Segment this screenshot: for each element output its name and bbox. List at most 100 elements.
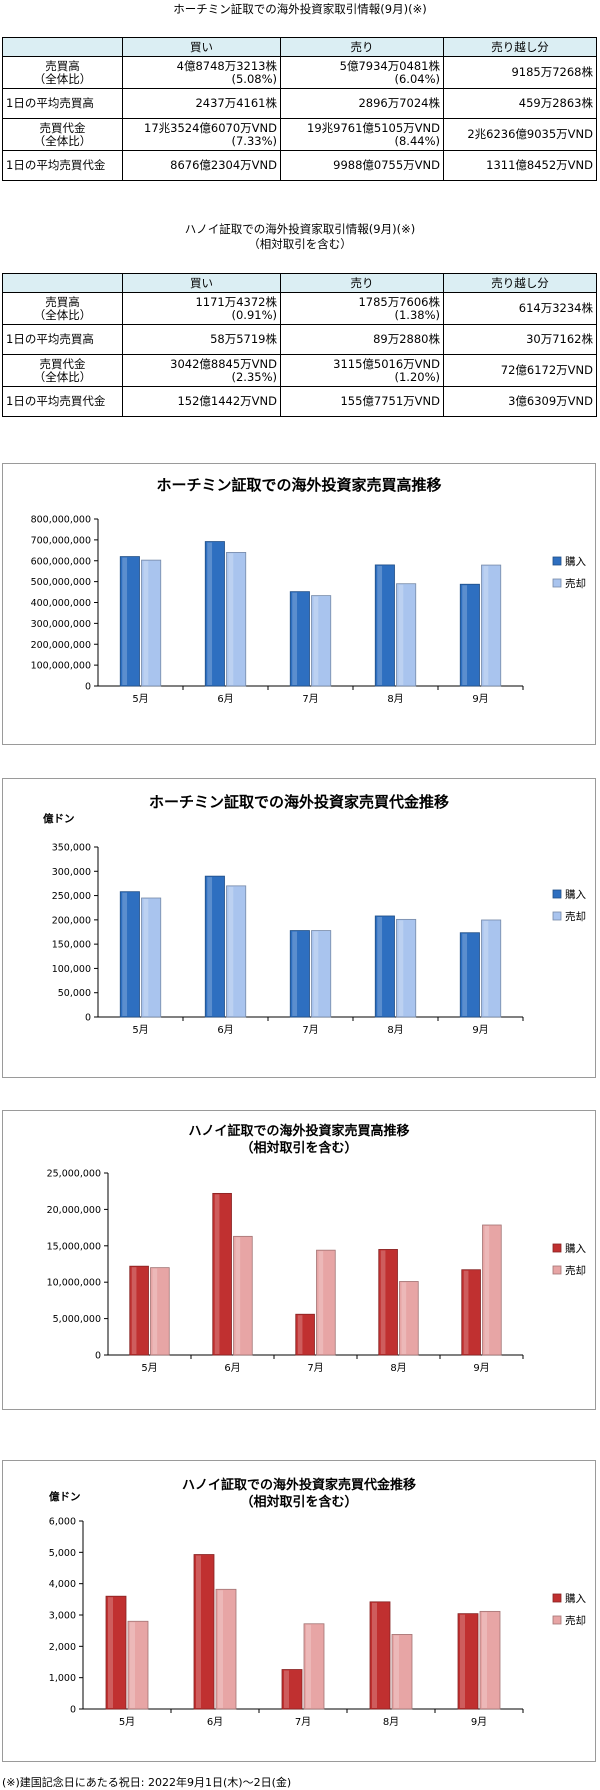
chart-plot: 0 1,000 2,000 3,000 4,000 5,000 6,000 5月 6月 7月 8月 9… xyxy=(49,1517,587,1729)
bar-highlight xyxy=(214,1194,220,1354)
net-cell: 459万2863株 xyxy=(443,88,597,119)
bar-highlight xyxy=(122,892,128,1016)
bar-buy xyxy=(119,891,140,1018)
bar-highlight xyxy=(372,1602,377,1708)
sell-cell: 19兆9761億5105万VND (8.44%) xyxy=(280,118,444,151)
legend-label: 売却 xyxy=(565,1264,586,1277)
x-tick-label: 7月 xyxy=(302,1024,318,1036)
bar-buy xyxy=(295,1313,315,1356)
bar-sell xyxy=(311,930,332,1018)
bar-buy xyxy=(378,1249,398,1356)
legend-swatch xyxy=(552,1243,562,1253)
x-tick-label: 9月 xyxy=(473,1362,489,1374)
hcm-trading-table: 買い 売り 売り越し分 売買高 （全体比） 4億8748万3213株 (5.08… xyxy=(2,37,597,181)
bar-sell xyxy=(226,885,247,1018)
bar-sell xyxy=(150,1267,170,1356)
header-cell xyxy=(2,273,123,293)
sell-cell: 89万2880株 xyxy=(280,324,444,355)
hcm-table-title: ホーチミン証取での海外投資家取引情報(9月)(※) xyxy=(173,2,427,16)
y-tick-label: 300,000,000 xyxy=(31,619,91,630)
y-unit-label: 億ドン xyxy=(49,1491,81,1503)
bar-highlight xyxy=(398,584,404,685)
row-label: 売買高 （全体比） xyxy=(2,292,123,325)
bar-sell xyxy=(141,559,162,687)
y-tick-label: 300,000 xyxy=(52,867,91,878)
row-label: 1日の平均売買高 xyxy=(2,324,123,355)
x-tick-label: 5月 xyxy=(132,1024,148,1036)
bar-sell xyxy=(311,595,332,687)
row-label: 1日の平均売買代金 xyxy=(2,150,123,181)
bar-buy xyxy=(459,932,480,1018)
legend-swatch xyxy=(552,1593,562,1603)
y-tick-label: 600,000,000 xyxy=(31,556,91,567)
buy-cell: 3042億8845万VND (2.35%) xyxy=(122,354,281,387)
y-tick-label: 0 xyxy=(85,1013,91,1024)
legend-label: 売却 xyxy=(565,1614,586,1627)
y-tick-label: 250,000 xyxy=(52,891,91,902)
bar-highlight xyxy=(108,1597,113,1708)
bar-highlight xyxy=(484,1225,490,1354)
bar-buy xyxy=(204,541,225,687)
chart-title: ハノイ証取での海外投資家売買代金推移 （相対取引を含む） xyxy=(181,1478,416,1510)
x-tick-label: 7月 xyxy=(302,693,318,705)
net-cell: 3億6309万VND xyxy=(443,386,597,417)
row-label: 売買高 （全体比） xyxy=(2,56,123,89)
table-row: 売買代金 （全体比） 3042億8845万VND (2.35%) 3115億50… xyxy=(2,354,597,387)
x-tick-label: 6月 xyxy=(207,1716,223,1728)
header-cell xyxy=(2,37,123,57)
bar-sell xyxy=(391,1634,413,1710)
x-tick-label: 8月 xyxy=(387,1024,403,1036)
y-tick-label: 5,000 xyxy=(49,1548,76,1559)
y-tick-label: 50,000 xyxy=(58,988,91,999)
y-tick-label: 150,000 xyxy=(52,940,91,951)
legend-swatch xyxy=(552,911,562,921)
bar-sell xyxy=(127,1620,149,1710)
y-tick-label: 200,000 xyxy=(52,915,91,926)
legend-swatch xyxy=(552,1265,562,1275)
bar-highlight xyxy=(218,1590,223,1708)
y-tick-label: 25,000,000 xyxy=(47,1169,101,1180)
y-tick-label: 800,000,000 xyxy=(31,515,91,526)
bar-buy xyxy=(289,930,310,1018)
bar-highlight xyxy=(380,1250,386,1354)
x-tick-label: 8月 xyxy=(383,1716,399,1728)
chart-title: ハノイ証取での海外投資家売買高推移 （相対取引を含む） xyxy=(188,1124,410,1156)
header-net: 売り越し分 xyxy=(443,37,597,57)
legend-label: 購入 xyxy=(565,555,586,568)
sell-cell: 9988億0755万VND xyxy=(280,150,444,181)
legend-label: 購入 xyxy=(565,1592,586,1605)
bar-buy xyxy=(193,1554,215,1710)
bar-highlight xyxy=(483,566,489,685)
y-tick-label: 100,000 xyxy=(52,964,91,975)
y-tick-label: 5,000,000 xyxy=(53,1314,101,1325)
bar-highlight xyxy=(235,1237,241,1354)
x-tick-label: 9月 xyxy=(472,1024,488,1036)
bar-highlight xyxy=(292,931,298,1016)
table-row: 1日の平均売買高 58万5719株 89万2880株 30万7162株 xyxy=(2,324,597,355)
bar-buy xyxy=(461,1269,481,1356)
y-tick-label: 2,000 xyxy=(49,1642,76,1653)
buy-cell: 8676億2304万VND xyxy=(122,150,281,181)
bar-highlight xyxy=(463,1270,469,1354)
x-tick-label: 6月 xyxy=(217,693,233,705)
x-tick-label: 9月 xyxy=(472,693,488,705)
bar-highlight xyxy=(394,1635,399,1708)
bar-sell xyxy=(481,564,502,687)
bar-highlight xyxy=(207,542,213,685)
buy-cell: 4億8748万3213株 (5.08%) xyxy=(122,56,281,89)
bar-buy xyxy=(105,1595,127,1710)
legend-label: 売却 xyxy=(565,910,586,923)
legend-label: 売却 xyxy=(565,577,586,590)
footnote: (※)建国記念日にあたる祝日: 2022年9月1日(木)～2日(金) xyxy=(2,1776,292,1789)
x-tick-label: 7月 xyxy=(307,1362,323,1374)
header-buy: 買い xyxy=(122,37,281,57)
net-cell: 614万3234株 xyxy=(443,292,597,325)
y-tick-label: 0 xyxy=(95,1351,101,1362)
chart-plot: 0 50,000 100,000 150,000 200,000 250,000 300,0… xyxy=(52,843,587,1037)
hn-table-title: ハノイ証取での海外投資家取引情報(9月)(※) （相対取引を含む） xyxy=(184,222,416,251)
x-tick-label: 8月 xyxy=(387,693,403,705)
legend-label: 購入 xyxy=(565,1242,586,1255)
y-tick-label: 0 xyxy=(70,1705,76,1716)
net-cell: 2兆6236億9035万VND xyxy=(443,118,597,151)
bar-highlight xyxy=(460,1614,465,1708)
